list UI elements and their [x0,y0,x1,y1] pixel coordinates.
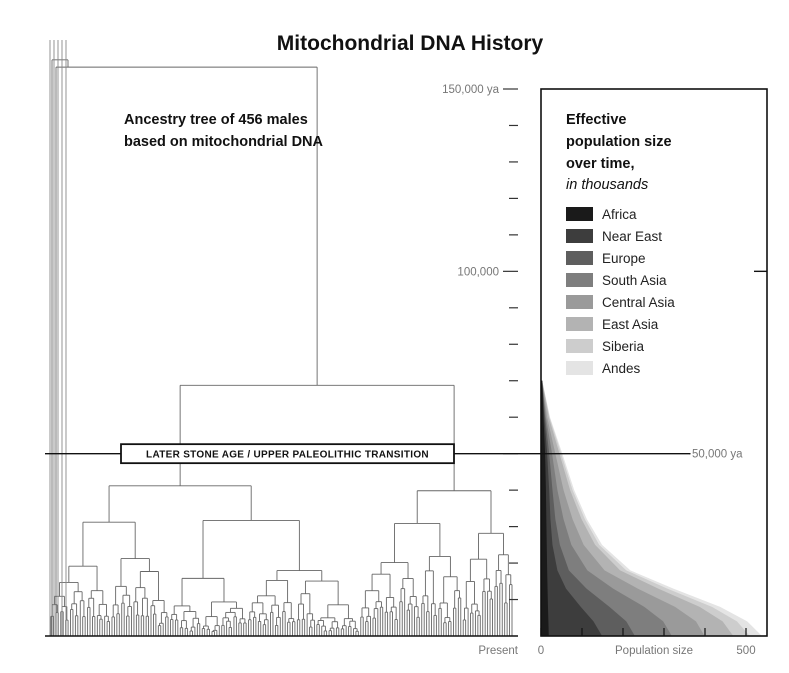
population-ticks [540,628,747,636]
legend-swatch [566,207,593,221]
legend-label: Siberia [602,339,645,354]
legend-label: Andes [602,361,641,376]
time-tick-label: 150,000 ya [442,84,500,96]
pop-min-label: 0 [538,645,544,657]
legend-label: East Asia [602,317,659,332]
legend-swatch [566,361,593,375]
tree-subtitle-line2: based on mitochondrial DNA [124,134,324,150]
tree-subtitle: Ancestry tree of 456 males based on mito… [124,112,324,150]
pop-area-europe [541,380,635,636]
population-panel: Effective population size over time, in … [540,88,768,637]
transition-label: LATER STONE AGE / UPPER PALEOLITHIC TRAN… [146,450,429,461]
pop-area-africa [541,380,549,636]
pop-area-south-asia [541,380,672,636]
legend-swatch [566,317,593,331]
legend-label: Near East [602,229,662,244]
tree-subtitle-line1: Ancestry tree of 456 males [124,112,308,128]
pop-area-near-east [541,380,603,636]
transition-event: LATER STONE AGE / UPPER PALEOLITHIC TRAN… [45,443,691,465]
legend-label: Africa [602,207,637,222]
population-frame [540,88,768,637]
bottom-axis: Present 0 Population size 500 [45,635,756,657]
legend-swatch [566,295,593,309]
legend-title-line3: over time, [566,156,635,172]
legend-swatch [566,229,593,243]
legend-label: Central Asia [602,295,675,310]
time-axis: 150,000 ya 100,000 50,000 ya [442,84,767,601]
legend-label: South Asia [602,273,667,288]
pop-axis-label: Population size [615,645,693,657]
transition-label-box [120,443,455,465]
population-areas [541,380,762,636]
time-tick-label: 100,000 [457,266,499,278]
legend-swatch [566,339,593,353]
legend-title-line4: in thousands [566,177,648,193]
legend: Africa Near East Europe South Asia Central A… [566,207,675,376]
present-label: Present [478,645,518,657]
legend-swatch [566,251,593,265]
chart-title: Mitochondrial DNA History [277,32,544,55]
pop-max-label: 500 [736,645,755,657]
ancestry-tree [49,40,513,636]
legend-title-line2: population size [566,134,672,150]
legend-title-line1: Effective [566,112,626,128]
time-tick-label: 50,000 ya [692,449,743,461]
legend-label: Europe [602,251,646,266]
legend-swatch [566,273,593,287]
